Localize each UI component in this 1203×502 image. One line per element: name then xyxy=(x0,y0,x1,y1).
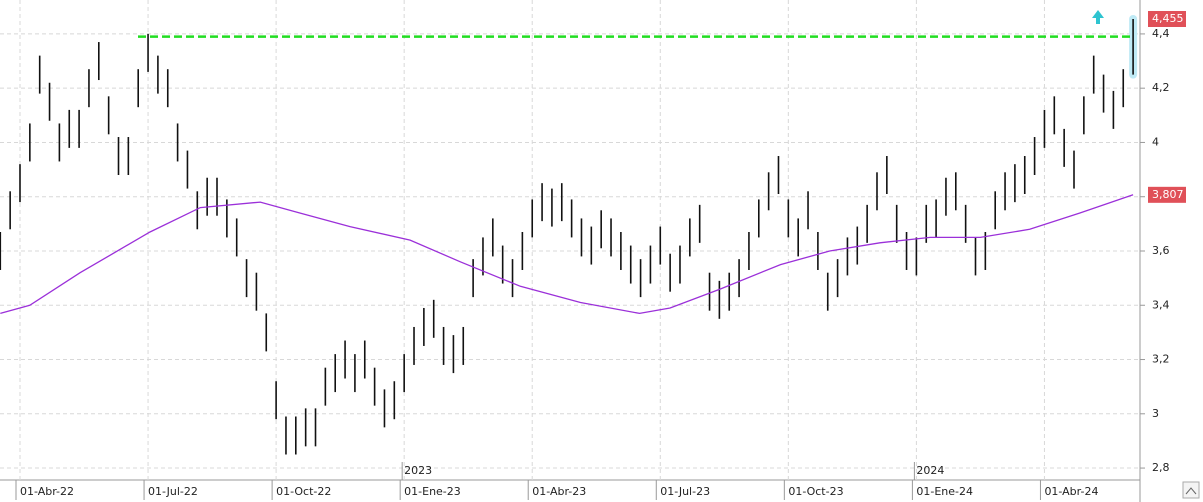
y-tick-label: 3,4 xyxy=(1152,298,1170,311)
y-tick-label: 3,6 xyxy=(1152,244,1170,257)
price-label: 3,807 xyxy=(1152,188,1184,201)
x-tick-label: 01-Oct-23 xyxy=(788,485,843,498)
moving-average xyxy=(0,194,1134,315)
y-tick-label: 3 xyxy=(1152,407,1159,420)
x-tick-label: 01-Abr-24 xyxy=(1044,485,1098,498)
x-tick-label: 01-Abr-23 xyxy=(532,485,586,498)
y-tick-label: 2,8 xyxy=(1152,461,1170,474)
x-tick-label: 01-Ene-24 xyxy=(916,485,973,498)
x-tick-label: 01-Jul-22 xyxy=(148,485,198,498)
y-tick-label: 3,2 xyxy=(1152,353,1170,366)
price-label: 4,455 xyxy=(1152,12,1184,25)
corner-icon xyxy=(1185,487,1197,495)
x-tick-label: 01-Abr-22 xyxy=(20,485,74,498)
year-label: 2023 xyxy=(404,464,432,477)
year-label: 2024 xyxy=(916,464,944,477)
price-label-box xyxy=(1148,186,1186,203)
corner-button[interactable] xyxy=(1182,481,1200,499)
x-tick-label: 01-Ene-23 xyxy=(404,485,461,498)
x-tick-label: 01-Oct-22 xyxy=(276,485,331,498)
price-label-box xyxy=(1148,10,1186,27)
x-tick-label: 01-Jul-23 xyxy=(660,485,710,498)
y-tick-label: 4 xyxy=(1152,135,1159,148)
y-tick-label: 4,4 xyxy=(1152,27,1170,40)
up-arrow xyxy=(1092,10,1104,24)
y-tick-label: 4,2 xyxy=(1152,81,1170,94)
